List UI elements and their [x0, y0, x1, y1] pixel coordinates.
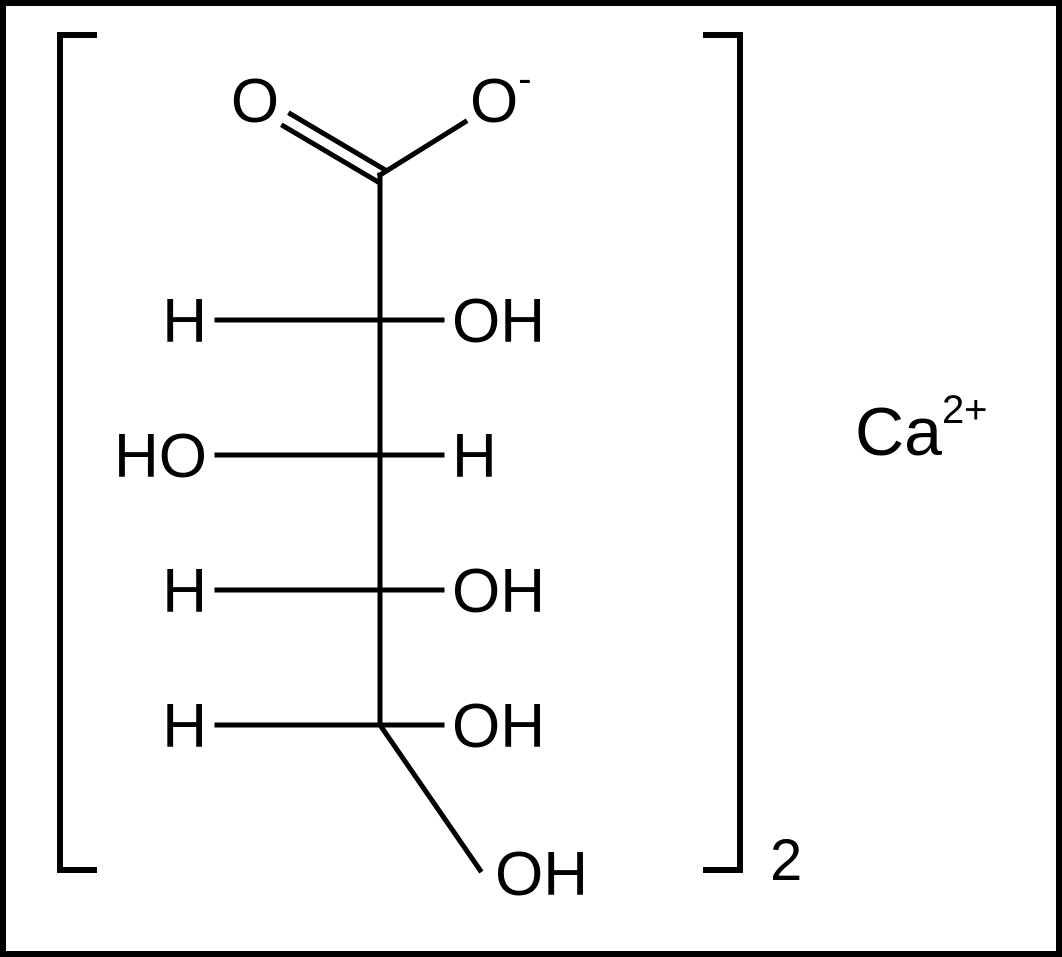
fischer-right-2: OH [452, 557, 545, 626]
fischer-right-3: OH [452, 692, 545, 761]
fischer-left-3: H [162, 692, 207, 761]
fischer-right-1: H [452, 422, 497, 491]
oxygen-double-bond: O [231, 67, 279, 136]
fischer-left-2: H [162, 557, 207, 626]
fischer-left-0: H [162, 287, 207, 356]
bracket-subscript: 2 [770, 828, 802, 893]
counterion: Ca2+ [855, 388, 988, 470]
fischer-right-0: OH [452, 287, 545, 356]
chemical-structure-diagram: 2Ca2+OO-HOHHOHHOHHOHOH [0, 0, 1062, 957]
oxygen-negative: O- [470, 57, 532, 136]
fischer-left-1: HO [114, 422, 207, 491]
terminal-oh: OH [495, 840, 588, 909]
counterion-label: Ca2+ [855, 388, 988, 470]
